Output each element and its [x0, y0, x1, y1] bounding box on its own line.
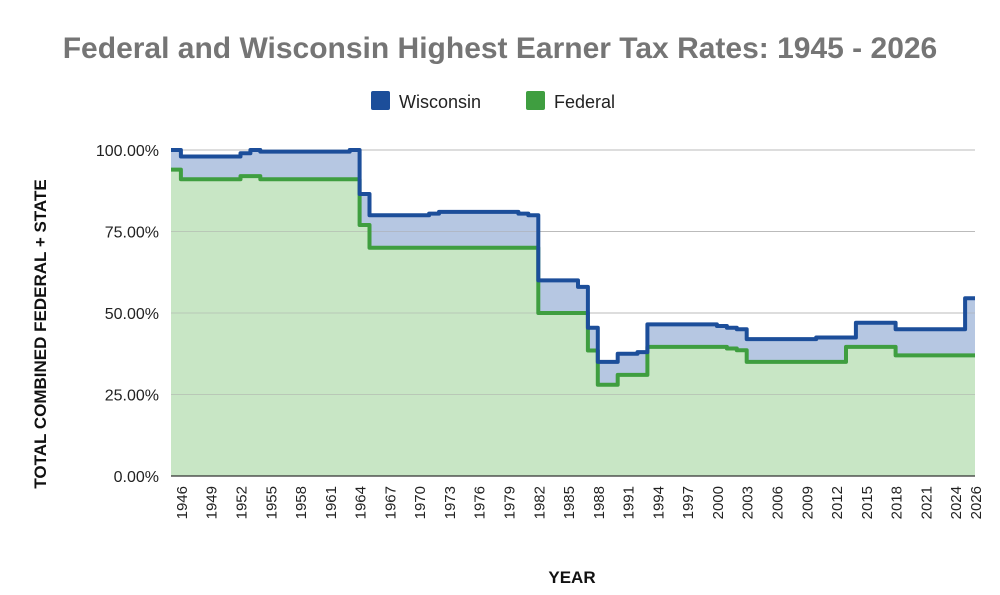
x-tick-label: 1991: [621, 486, 638, 519]
x-tick-label: 1979: [502, 486, 519, 519]
x-axis-ticks: 1946 1949 1952 1955 1958 1961 1964 1967 1970 1973…: [174, 486, 985, 519]
x-tick-label: 2012: [829, 486, 846, 519]
legend-label-wisconsin: Wisconsin: [399, 92, 481, 112]
y-tick-label: 75.00%: [105, 225, 159, 242]
x-tick-label: 2021: [918, 486, 935, 519]
x-tick-label: 1961: [323, 486, 340, 519]
x-tick-label: 2015: [859, 486, 876, 519]
x-tick-label: 1952: [234, 486, 251, 519]
y-tick-label: 50.00%: [105, 306, 159, 323]
x-tick-label: 1985: [561, 486, 578, 519]
x-tick-label: 2003: [740, 486, 757, 519]
x-tick-label: 1988: [591, 486, 608, 519]
series-line-federal: [171, 167, 975, 387]
series-line-wisconsin: [171, 148, 975, 364]
x-tick-label: 1955: [263, 486, 280, 519]
x-tick-label: 1958: [293, 486, 310, 519]
y-axis-ticks: 0.00% 25.00% 50.00% 75.00% 100.00%: [96, 143, 159, 486]
y-tick-label: 100.00%: [96, 143, 159, 160]
x-tick-label: 1994: [650, 486, 667, 519]
x-tick-label: 1967: [382, 486, 399, 519]
y-axis-label: TOTAL COMBINED FEDERAL + STATE: [31, 179, 50, 488]
x-tick-label: 1973: [442, 486, 459, 519]
x-tick-label: 2006: [770, 486, 787, 519]
plot-area: [171, 148, 975, 477]
x-tick-label: 2026: [968, 486, 985, 519]
x-tick-label: 1946: [174, 486, 191, 519]
legend-swatch-federal: [526, 91, 545, 110]
x-tick-label: 2024: [948, 486, 965, 519]
x-tick-label: 2018: [889, 486, 906, 519]
y-tick-label: 25.00%: [105, 388, 159, 405]
legend-label-federal: Federal: [554, 92, 615, 112]
x-tick-label: 1976: [472, 486, 489, 519]
x-tick-label: 1982: [531, 486, 548, 519]
x-tick-label: 1949: [204, 486, 221, 519]
x-axis-label: YEAR: [548, 568, 595, 587]
x-tick-label: 1970: [412, 486, 429, 519]
x-tick-label: 2000: [710, 486, 727, 519]
x-tick-label: 1964: [353, 486, 370, 519]
legend: Wisconsin Federal: [371, 91, 615, 112]
legend-swatch-wisconsin: [371, 91, 390, 110]
chart-title: Federal and Wisconsin Highest Earner Tax…: [63, 32, 938, 65]
y-tick-label: 0.00%: [114, 469, 159, 486]
x-tick-label: 2009: [799, 486, 816, 519]
area-federal: [171, 169, 975, 476]
x-tick-label: 1997: [680, 486, 697, 519]
